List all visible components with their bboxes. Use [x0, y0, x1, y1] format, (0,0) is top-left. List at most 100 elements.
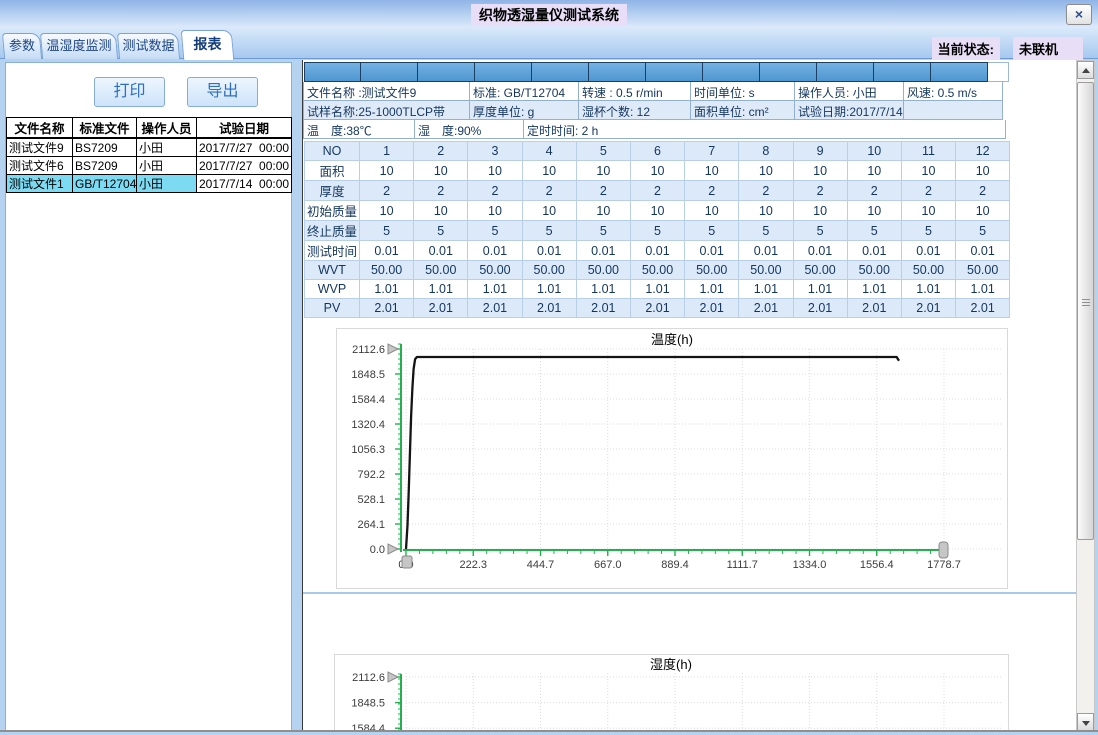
data-table-cell: 5: [738, 220, 794, 241]
file-table-cell[interactable]: 测试文件9: [6, 137, 73, 157]
data-table-cell: 2: [521, 180, 577, 201]
cursor-handle-icon[interactable]: [401, 555, 413, 569]
file-table-cell[interactable]: GB/T12704: [72, 174, 137, 193]
header-strip-cell: [931, 62, 988, 82]
file-table-cell[interactable]: 小田: [136, 156, 197, 175]
file-table-cell[interactable]: 2017/7/14 00:00: [196, 174, 292, 193]
tab-temp-humidity-monitor[interactable]: 温湿度监测: [39, 33, 119, 59]
window-bottom-border: [0, 730, 1098, 732]
data-table-cell: 10: [792, 200, 848, 221]
data-table-cell: 2: [955, 180, 1011, 201]
data-table-cell: 5: [358, 220, 415, 241]
window-title: 织物透湿量仪测试系统: [471, 4, 627, 26]
data-table-cell: 50.00: [521, 260, 577, 280]
data-table-row: PV 2.01 2.01 2.01 2.01 2.01 2.01 2.01 2.01 2.01 2.…: [304, 298, 1011, 318]
y-tick-label: 1584.4: [351, 394, 385, 406]
tab-bar: 参数 温湿度监测 测试数据 报表 当前状态: 未联机: [0, 28, 1098, 60]
chart-divider: [303, 592, 1076, 594]
data-table-cell: 50.00: [413, 260, 469, 280]
arrow-up-icon: [1082, 68, 1090, 73]
data-table-cell: 2.01: [684, 298, 740, 318]
data-table-row: WVP 1.01 1.01 1.01 1.01 1.01 1.01 1.01 1.01 1.01 1…: [304, 279, 1011, 299]
cursor-handle-icon[interactable]: [938, 541, 949, 559]
data-table-cell: 0.01: [684, 240, 740, 261]
humidity-chart: 湿度(h) 2112.6 1848.5 1584.4: [334, 654, 1009, 732]
report-header-strip: [304, 62, 1009, 82]
data-table-cell: 50.00: [846, 260, 902, 280]
cursor-marker-icon[interactable]: [387, 343, 400, 355]
x-tick-label: 889.4: [661, 559, 689, 571]
data-table-cell: 1.01: [900, 279, 957, 299]
info-cell: 标准: GB/T12704: [469, 82, 579, 101]
file-list-panel: 打印 导出 文件名称 标准文件 操作人员 试验日期 测试文件9 BS7209 小田 2…: [5, 62, 292, 731]
file-table-cell[interactable]: 测试文件6: [6, 156, 73, 175]
file-table-cell[interactable]: BS7209: [72, 156, 137, 175]
data-table-cell: 2.01: [900, 298, 957, 318]
file-table-cell[interactable]: 2017/7/27 00:00: [196, 156, 292, 175]
data-table-cell: 10: [900, 160, 957, 181]
data-table-cell: 5: [955, 220, 1011, 241]
data-table-cell: 50.00: [358, 260, 415, 280]
data-table-cell: 面积: [304, 160, 360, 181]
data-table-cell: 2: [358, 180, 415, 201]
data-table-cell: NO: [304, 141, 360, 161]
x-tick-label: 1556.4: [860, 559, 894, 571]
scroll-up-button[interactable]: [1077, 61, 1094, 79]
scroll-down-button[interactable]: [1077, 713, 1094, 731]
file-table-header: 文件名称: [6, 117, 73, 139]
data-table-cell: 5: [575, 141, 631, 161]
vertical-scrollbar[interactable]: [1076, 60, 1095, 732]
tab-label: 温湿度监测: [46, 38, 112, 53]
data-table-cell: 50.00: [900, 260, 957, 280]
header-strip-cell: [817, 62, 874, 82]
tab-label: 测试数据: [122, 38, 175, 53]
info-cell: 操作人员: 小田: [794, 82, 904, 101]
file-table-row[interactable]: 测试文件9 BS7209 小田 2017/7/27 00:00: [6, 137, 292, 157]
info-cell: 湿杯个数: 12: [578, 101, 691, 120]
file-table-cell[interactable]: 小田: [136, 174, 197, 193]
report-info-table: 文件名称 :测试文件9 标准: GB/T12704 转速 : 0.5 r/min 时间…: [303, 82, 1010, 139]
file-table-cell[interactable]: BS7209: [72, 137, 137, 157]
data-table-cell: 2: [413, 180, 469, 201]
export-button[interactable]: 导出: [187, 77, 258, 107]
tab-parameters[interactable]: 参数: [1, 33, 43, 59]
cursor-marker-icon[interactable]: [387, 671, 400, 683]
file-table-row[interactable]: 测试文件6 BS7209 小田 2017/7/27 00:00: [6, 156, 292, 175]
print-button[interactable]: 打印: [94, 77, 165, 107]
x-tick-label: 1778.7: [927, 559, 961, 571]
data-table-cell: 0.01: [467, 240, 523, 261]
data-table-cell: 0.01: [629, 240, 686, 261]
header-strip-cell: [760, 62, 817, 82]
data-table-cell: 0.01: [955, 240, 1011, 261]
data-table-cell: 8: [738, 141, 794, 161]
tab-test-data[interactable]: 测试数据: [116, 33, 181, 59]
file-table-cell[interactable]: 2017/7/27 00:00: [196, 137, 292, 157]
header-strip-cell: [475, 62, 532, 82]
file-table-cell[interactable]: 小田: [136, 137, 197, 157]
close-button[interactable]: ×: [1066, 4, 1092, 25]
data-table-cell: 5: [846, 220, 902, 241]
tab-report[interactable]: 报表: [180, 30, 235, 60]
cursor-marker-icon[interactable]: [387, 543, 400, 555]
data-table-cell: 2.01: [629, 298, 686, 318]
data-table-cell: 1.01: [955, 279, 1011, 299]
y-tick-label: 1320.4: [351, 419, 385, 431]
data-table-cell: 厚度: [304, 180, 360, 201]
file-table-header: 试验日期: [196, 117, 292, 139]
data-table-cell: 5: [467, 220, 523, 241]
data-table-cell: 2: [792, 180, 848, 201]
file-table-cell[interactable]: 测试文件1: [6, 174, 73, 193]
series-line: [404, 355, 900, 550]
file-table-row[interactable]: 测试文件1 GB/T12704 小田 2017/7/14 00:00: [6, 174, 292, 193]
data-table-cell: 0.01: [521, 240, 577, 261]
info-cell: 试验日期:2017/7/14: [794, 101, 904, 120]
data-table-cell: 1.01: [467, 279, 523, 299]
data-table-cell: 10: [629, 200, 686, 221]
data-table-cell: 0.01: [900, 240, 957, 261]
y-tick-label: 792.2: [357, 469, 385, 481]
y-tick-label: 264.1: [357, 519, 385, 531]
data-table-cell: WVT: [304, 260, 360, 280]
data-table-cell: 10: [413, 200, 469, 221]
scrollbar-thumb[interactable]: [1077, 82, 1094, 540]
